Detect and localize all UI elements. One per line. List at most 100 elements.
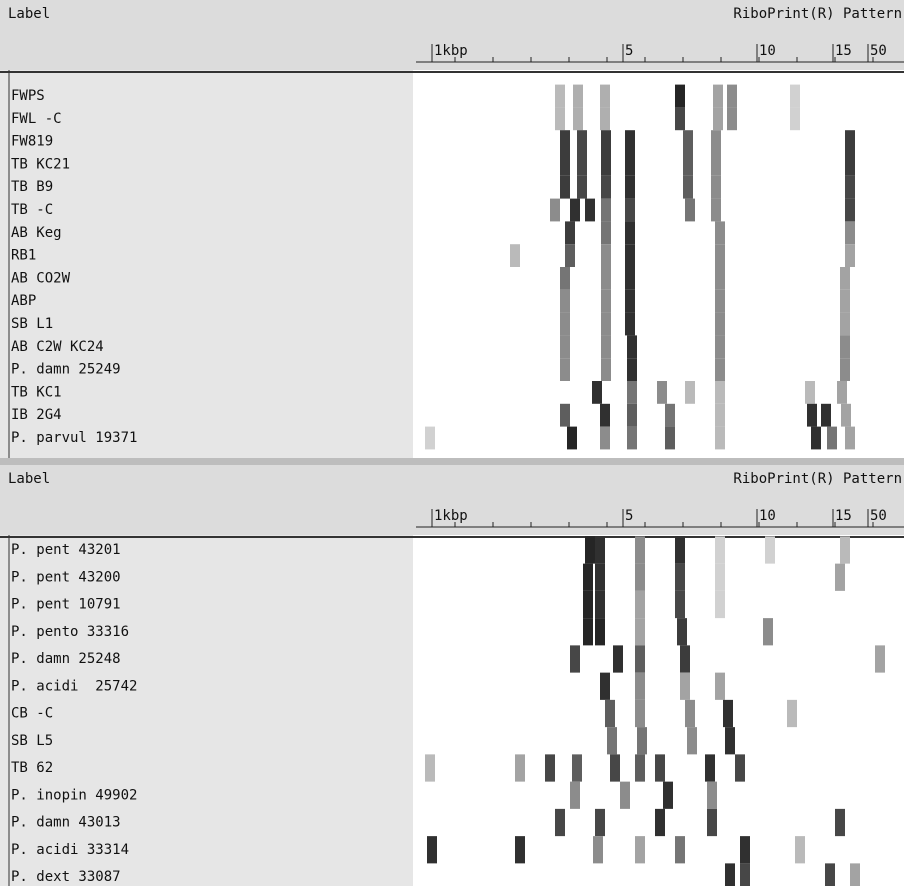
column-label: Label xyxy=(8,471,50,487)
band xyxy=(600,673,610,700)
row-label: P. pent 10791 xyxy=(11,597,121,613)
band xyxy=(572,754,582,781)
row-label: FWPS xyxy=(11,88,45,104)
column-label: Label xyxy=(8,6,50,22)
band xyxy=(601,130,611,153)
band xyxy=(550,199,560,222)
band xyxy=(601,176,611,199)
band xyxy=(711,153,721,176)
band xyxy=(787,700,797,727)
band xyxy=(515,836,525,863)
band xyxy=(577,130,587,153)
band xyxy=(715,313,725,336)
band xyxy=(555,85,565,108)
row-label: P. damn 43013 xyxy=(11,815,121,831)
band xyxy=(807,404,817,427)
row-label: P. inopin 49902 xyxy=(11,787,137,803)
band xyxy=(545,754,555,781)
band xyxy=(635,700,645,727)
band xyxy=(583,564,593,591)
band xyxy=(610,754,620,781)
band xyxy=(593,836,603,863)
band xyxy=(560,404,570,427)
band xyxy=(875,645,885,672)
row-label: TB -C xyxy=(11,202,53,218)
band xyxy=(560,130,570,153)
band xyxy=(560,267,570,290)
band xyxy=(595,536,605,563)
band xyxy=(675,836,685,863)
band xyxy=(841,404,851,427)
band xyxy=(723,700,733,727)
band xyxy=(601,244,611,267)
row-label: P. parvul 19371 xyxy=(11,430,137,446)
band xyxy=(595,564,605,591)
band xyxy=(715,591,725,618)
band xyxy=(635,836,645,863)
pattern-title: RiboPrint(R) Pattern xyxy=(733,6,902,22)
band xyxy=(845,130,855,153)
band xyxy=(595,618,605,645)
band xyxy=(570,199,580,222)
scale-label: 5 xyxy=(625,508,633,524)
band xyxy=(680,645,690,672)
band xyxy=(825,863,835,886)
band xyxy=(715,564,725,591)
band xyxy=(845,153,855,176)
band xyxy=(555,107,565,130)
band xyxy=(687,727,697,754)
scale-label: 15 xyxy=(835,43,852,59)
band xyxy=(583,591,593,618)
band xyxy=(683,153,693,176)
band xyxy=(601,313,611,336)
band xyxy=(655,754,665,781)
band xyxy=(635,645,645,672)
row-label: P. pent 43201 xyxy=(11,542,121,558)
band xyxy=(715,221,725,244)
row-label: SB L1 xyxy=(11,316,53,332)
band xyxy=(715,267,725,290)
band xyxy=(715,381,725,404)
band xyxy=(845,221,855,244)
band xyxy=(585,536,595,563)
scale-label: 50 xyxy=(870,43,887,59)
band xyxy=(601,267,611,290)
band xyxy=(840,335,850,358)
band xyxy=(837,381,847,404)
band xyxy=(675,564,685,591)
band xyxy=(715,358,725,381)
band xyxy=(845,427,855,450)
scale-label: 1kbp xyxy=(434,508,468,524)
row-label: TB KC21 xyxy=(11,156,70,172)
band xyxy=(510,244,520,267)
band xyxy=(715,673,725,700)
row-label: AB C2W KC24 xyxy=(11,339,104,355)
band xyxy=(573,107,583,130)
band xyxy=(601,153,611,176)
band xyxy=(725,727,735,754)
band xyxy=(663,782,673,809)
band xyxy=(625,290,635,313)
band xyxy=(707,809,717,836)
band xyxy=(675,591,685,618)
band xyxy=(835,564,845,591)
band xyxy=(675,536,685,563)
band xyxy=(600,85,610,108)
band xyxy=(560,176,570,199)
row-label: SB L5 xyxy=(11,733,53,749)
band xyxy=(827,427,837,450)
band xyxy=(627,404,637,427)
band xyxy=(725,863,735,886)
band xyxy=(425,754,435,781)
band xyxy=(635,591,645,618)
panel-gap xyxy=(0,458,904,465)
band xyxy=(601,335,611,358)
row-label: FW819 xyxy=(11,134,53,150)
band xyxy=(625,176,635,199)
band xyxy=(811,427,821,450)
band xyxy=(600,107,610,130)
row-label: TB 62 xyxy=(11,760,53,776)
band xyxy=(713,107,723,130)
band xyxy=(627,335,637,358)
band xyxy=(601,290,611,313)
